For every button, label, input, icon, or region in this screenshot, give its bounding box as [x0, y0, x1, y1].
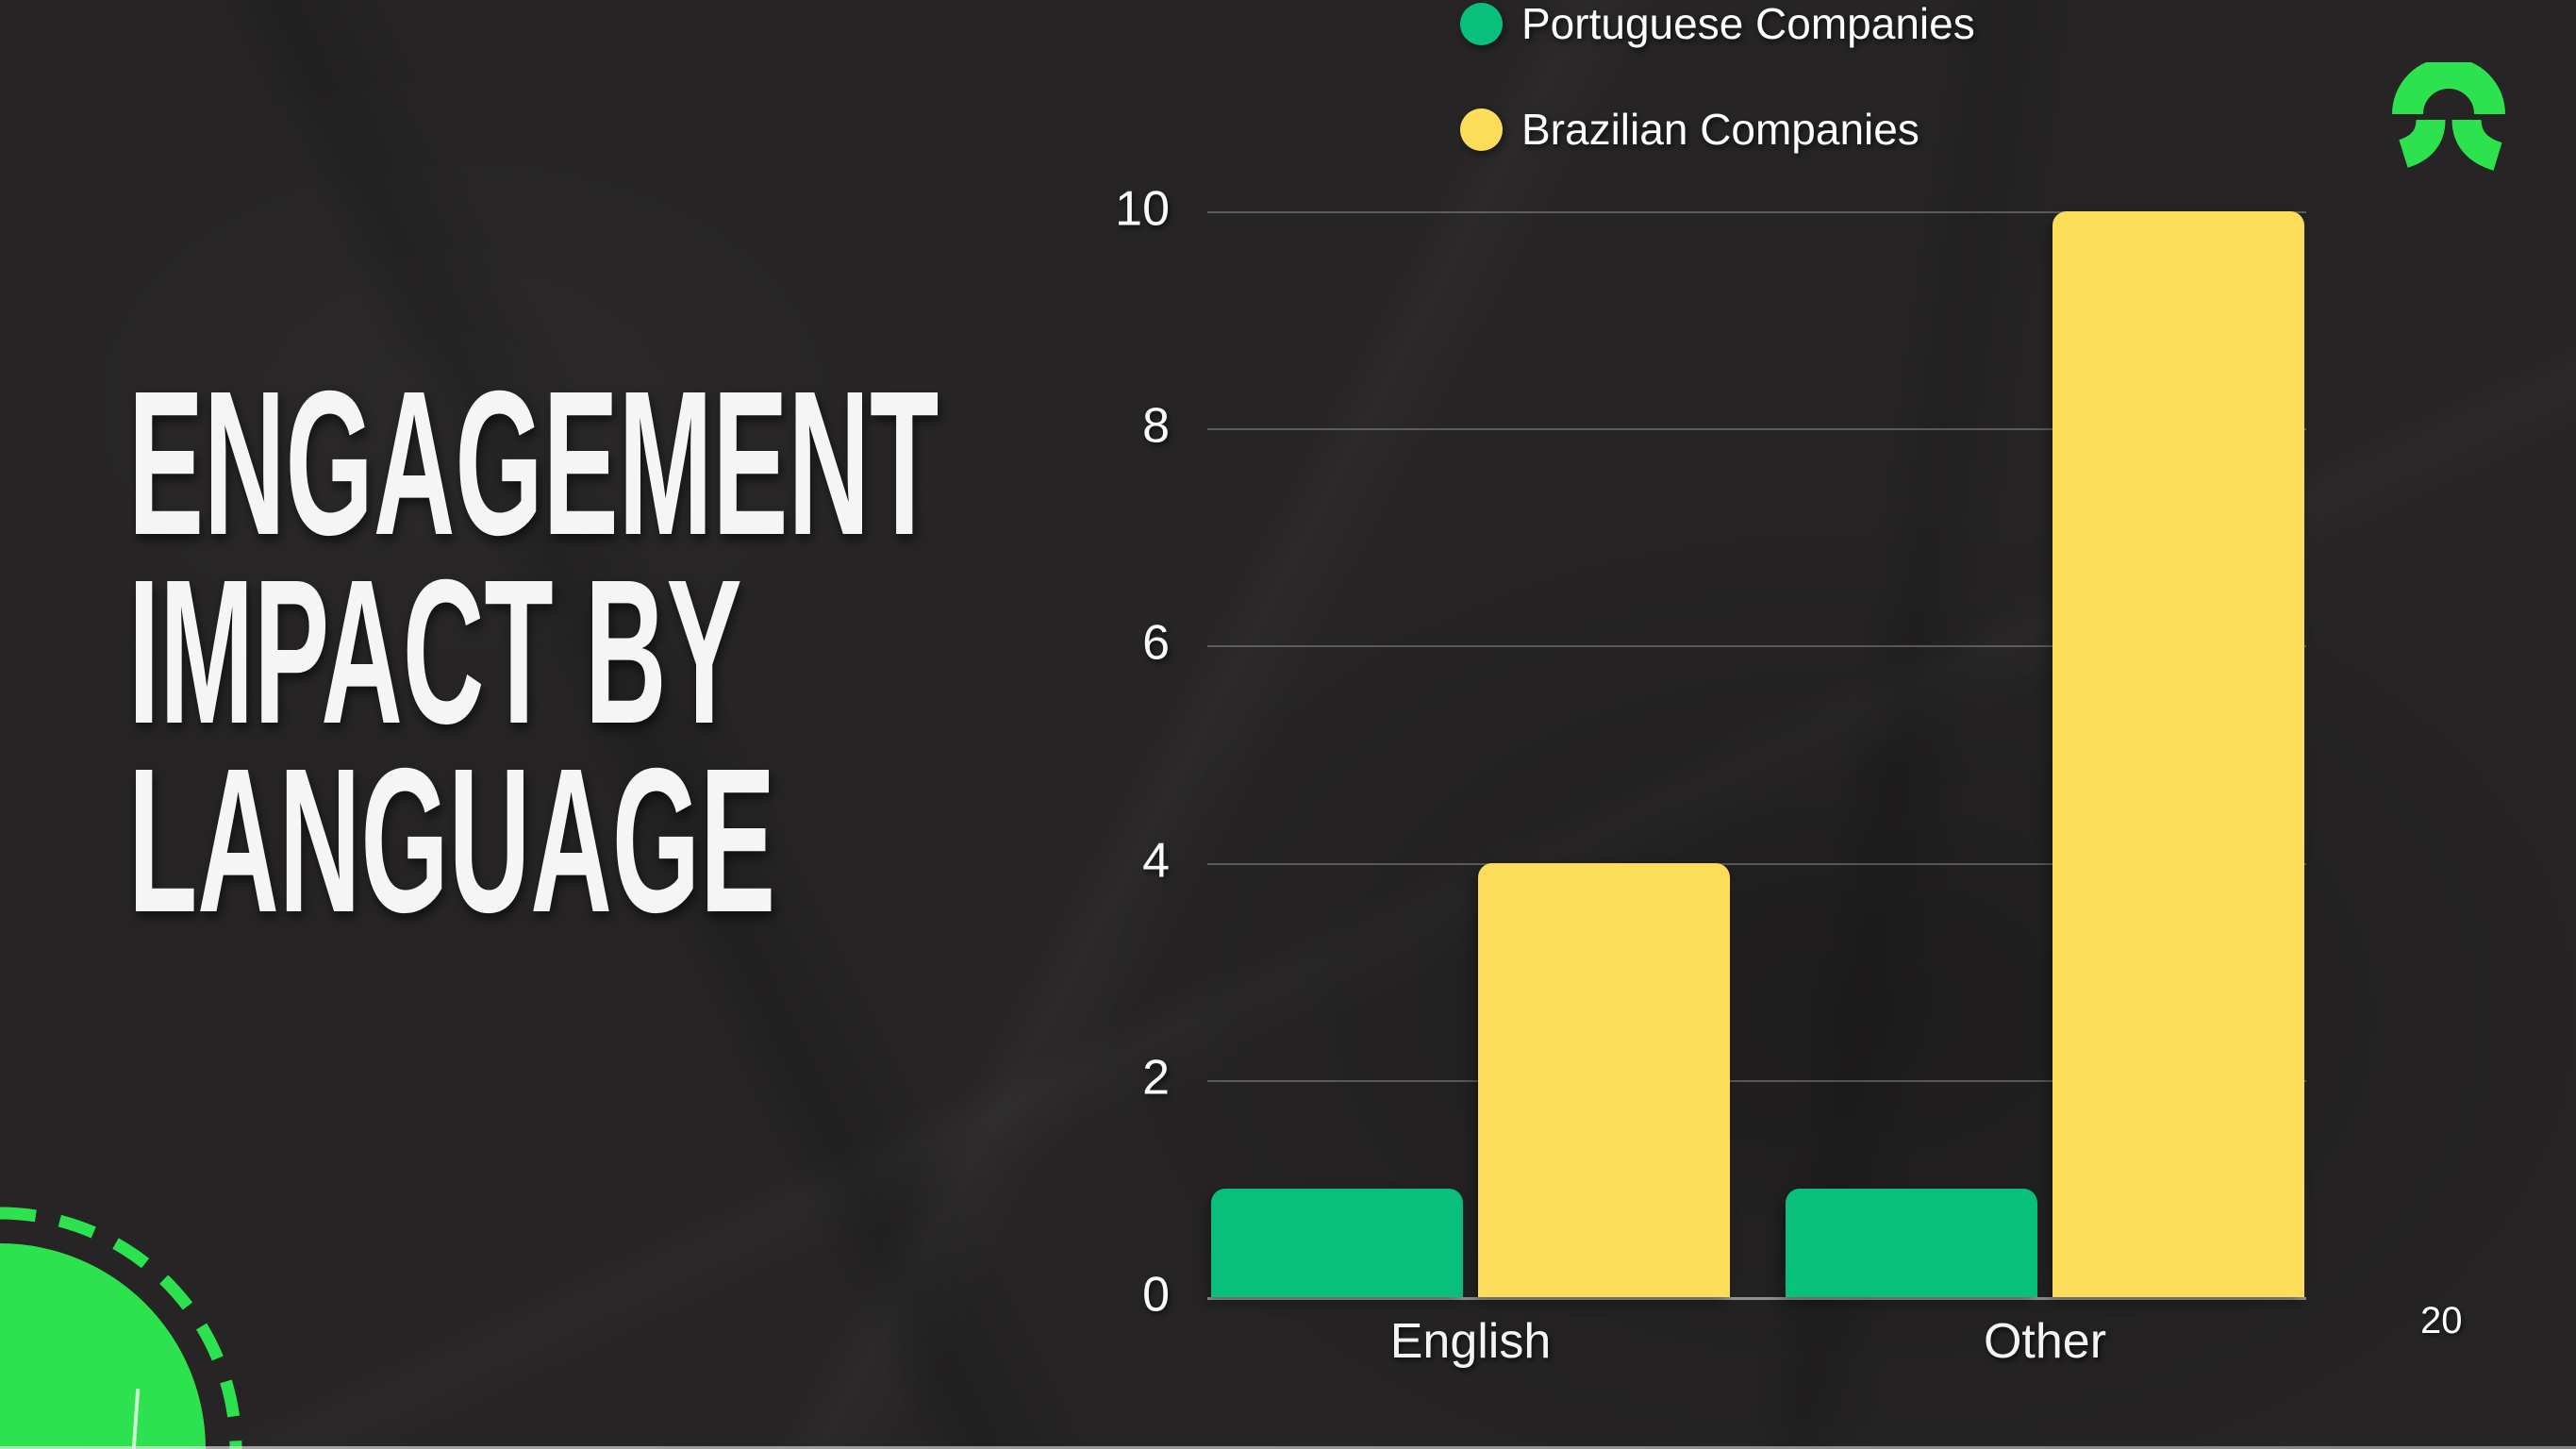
bar-portuguese-other	[1786, 1188, 2037, 1297]
title-line-3: LANGUAGE	[128, 726, 776, 956]
legend-item-brazilian-companies: Brazilian Companies	[1460, 105, 1975, 154]
gridline-0	[1207, 1297, 2306, 1300]
gridline-8	[1207, 428, 2306, 431]
bar-brazilian-english	[1478, 862, 1730, 1297]
bar-brazilian-other	[2052, 211, 2304, 1297]
legend-item-portuguese-companies: Portuguese Companies	[1460, 0, 1975, 48]
gridline-4	[1207, 862, 2306, 865]
bar-portuguese-english	[1211, 1188, 1463, 1297]
page-number: 20	[2420, 1300, 2463, 1341]
title-line-2: IMPACT BY	[128, 538, 742, 767]
company-logo-icon	[2392, 62, 2505, 171]
legend-label: Portuguese Companies	[1521, 0, 1975, 48]
gridline-6	[1207, 645, 2306, 648]
legend-dot-yellow-icon	[1460, 108, 1503, 151]
gridline-2	[1207, 1079, 2306, 1082]
slide-bottom-edge	[0, 1446, 2576, 1449]
x-axis-label-english: English	[1389, 1314, 1552, 1369]
legend-dot-green-icon	[1460, 2, 1503, 45]
y-tick-label-4: 4	[1142, 833, 1170, 889]
gridline-10	[1207, 211, 2306, 213]
y-tick-label-6: 6	[1142, 615, 1170, 671]
x-axis-label-other: Other	[1983, 1314, 2107, 1369]
page-title: ENGAGEMENT IMPACT BY LANGUAGE	[128, 349, 1602, 956]
chart-legend: Portuguese Companies Brazilian Companies	[1460, 0, 1975, 213]
y-tick-label-0: 0	[1142, 1267, 1170, 1323]
legend-label: Brazilian Companies	[1521, 105, 1920, 154]
corner-decoration-icon	[0, 1207, 242, 1449]
y-tick-label-2: 2	[1142, 1050, 1170, 1106]
title-line-1: ENGAGEMENT	[128, 349, 939, 578]
y-tick-label-10: 10	[1115, 181, 1170, 237]
y-tick-label-8: 8	[1142, 398, 1170, 454]
